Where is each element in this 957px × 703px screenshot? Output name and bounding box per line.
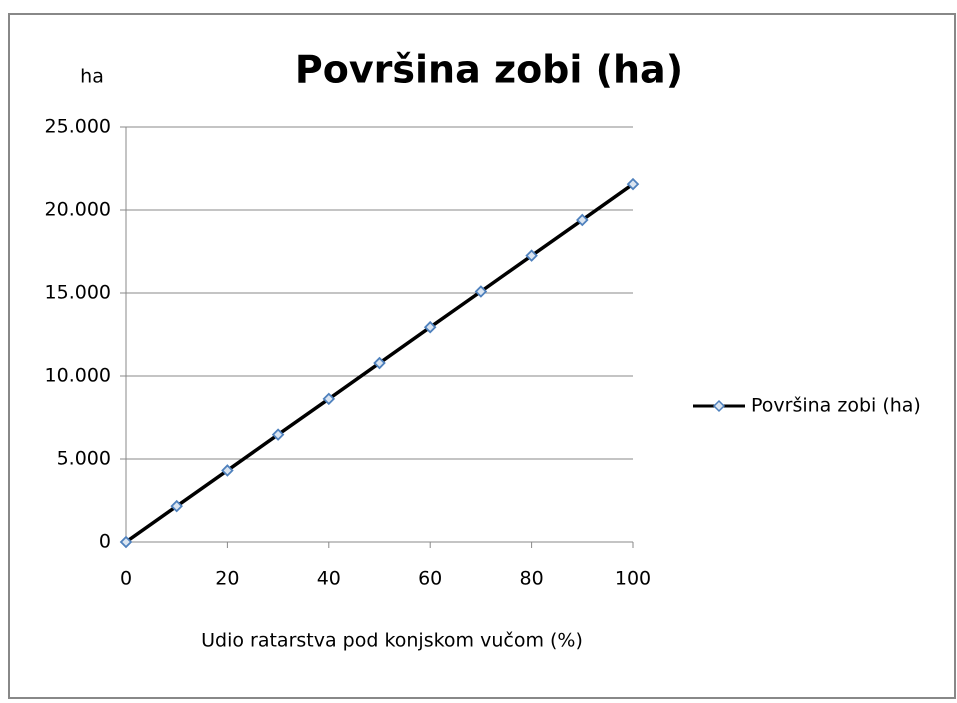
- x-tick-label: 60: [418, 568, 442, 590]
- data-marker: [626, 177, 640, 191]
- y-tick-label: 5.000: [57, 448, 111, 470]
- x-tick-label: 40: [317, 568, 341, 590]
- data-marker: [322, 392, 336, 406]
- x-tick-label: 80: [520, 568, 544, 590]
- y-tick-label: 20.000: [45, 199, 111, 221]
- data-marker: [170, 499, 183, 513]
- x-axis-label: Udio ratarstva pod konjskom vučom (%): [201, 630, 583, 652]
- data-marker: [423, 320, 437, 334]
- data-marker: [474, 285, 488, 298]
- y-tick-label: 10.000: [45, 365, 111, 387]
- y-tick-label: 15.000: [45, 282, 111, 304]
- x-tick-label: 20: [215, 568, 239, 590]
- data-marker: [221, 464, 234, 477]
- y-axis-label: ha: [80, 66, 104, 88]
- data-marker: [525, 249, 538, 262]
- y-tick-label: 0: [99, 531, 111, 553]
- data-marker: [576, 213, 589, 227]
- data-marker: [373, 356, 386, 370]
- data-marker: [271, 428, 285, 441]
- data-marker: [119, 535, 133, 549]
- chart-frame: [8, 13, 956, 699]
- legend-label: Površina zobi (ha): [751, 395, 921, 417]
- chart-title: Površina zobi (ha): [295, 48, 683, 92]
- x-tick-label: 0: [120, 568, 132, 590]
- y-tick-label: 25.000: [45, 116, 111, 138]
- x-tick-label: 100: [615, 568, 651, 590]
- legend-marker: [712, 399, 726, 413]
